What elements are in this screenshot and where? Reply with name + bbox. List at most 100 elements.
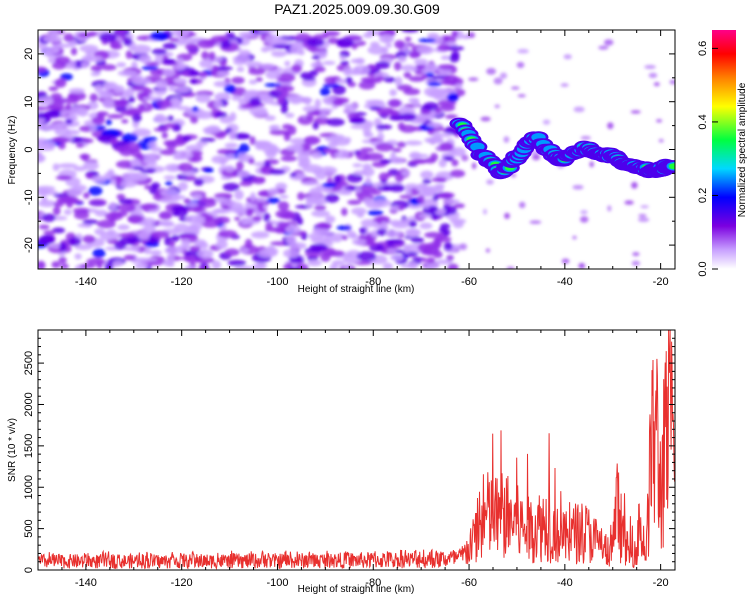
spectrogram-noise-blob xyxy=(110,137,119,145)
spectrogram-noise-blob xyxy=(282,212,295,220)
spectrogram-noise-blob xyxy=(132,166,144,171)
spectrogram-noise-blob xyxy=(437,192,455,199)
spectrogram-faint-blob xyxy=(542,119,551,125)
spectrogram-noise-blob xyxy=(52,206,61,216)
spectrogram-noise-blob xyxy=(148,141,158,149)
spectrogram-noise-blob xyxy=(206,197,216,203)
spectrogram-x-tick-label: -140 xyxy=(75,276,97,288)
spectrogram-noise-blob xyxy=(372,217,388,222)
spectrogram-faint-blob xyxy=(630,110,641,114)
spectrogram-noise-blob xyxy=(248,68,266,75)
spectrogram-noise-blob xyxy=(383,76,396,83)
spectrogram-noise-blob xyxy=(443,75,453,82)
spectrogram-noise-blob xyxy=(394,76,403,87)
spectrogram-noise-blob xyxy=(164,246,184,255)
spectrogram-noise-blob xyxy=(42,213,56,222)
spectrogram-noise-blob xyxy=(324,76,340,84)
spectrogram-noise-blob xyxy=(451,159,459,167)
spectrogram-noise-blob xyxy=(245,61,263,68)
spectrogram-noise-blob xyxy=(399,113,417,122)
spectrogram-noise-blob xyxy=(102,98,114,109)
spectrogram-noise-blob xyxy=(166,140,177,150)
spectrogram-faint-blob xyxy=(572,185,584,190)
spectrogram-noise-blob xyxy=(366,120,374,129)
spectrogram-noise-blob xyxy=(77,223,93,228)
spectrogram-noise-blob xyxy=(231,76,245,85)
spectrogram-noise-blob xyxy=(153,115,169,123)
spectrogram-noise-blob xyxy=(38,106,49,111)
spectrogram-noise-blob xyxy=(305,198,314,208)
spectrogram-noise-blob xyxy=(400,219,411,224)
spectrogram-noise-blob xyxy=(443,242,453,251)
spectrogram-noise-blob xyxy=(59,242,67,252)
spectrogram-noise-blob xyxy=(286,144,304,151)
spectrogram-x-label: Height of straight line (km) xyxy=(298,284,415,295)
spectrogram-faint-blob xyxy=(532,153,541,161)
spectrogram-noise-blob xyxy=(60,73,73,81)
spectrogram-noise-blob xyxy=(314,98,321,109)
spectrogram-noise-blob xyxy=(82,138,94,144)
spectrogram-noise-blob xyxy=(356,251,377,262)
spectrogram-noise-blob xyxy=(326,177,333,185)
spectrogram-noise-blob xyxy=(399,194,413,199)
spectrogram-noise-blob xyxy=(433,131,441,140)
spectrogram-noise-blob xyxy=(203,167,214,173)
spectrogram-noise-blob xyxy=(407,229,419,238)
spectrogram-noise-blob xyxy=(236,161,244,171)
spectrogram-noise-blob xyxy=(376,228,388,236)
spectrogram-noise-blob xyxy=(432,239,442,249)
spectrogram-noise-blob xyxy=(198,265,211,269)
spectrogram-noise-blob xyxy=(65,118,73,125)
spectrogram-noise-blob xyxy=(375,76,385,81)
spectrogram-noise-blob xyxy=(405,186,412,197)
spectrogram-noise-blob xyxy=(151,182,161,190)
spectrogram-noise-blob xyxy=(443,204,450,211)
spectrogram-noise-blob xyxy=(352,238,367,246)
spectrogram-noise-blob xyxy=(418,38,437,43)
spectrogram-noise-blob xyxy=(50,93,63,101)
spectrogram-noise-blob xyxy=(77,107,89,117)
spectrogram-noise-blob xyxy=(323,30,340,37)
spectrogram-noise-blob xyxy=(289,44,304,55)
spectrogram-noise-blob xyxy=(343,255,361,265)
spectrogram-faint-blob xyxy=(607,122,614,130)
snr-y-label: SNR (10 * v/v) xyxy=(7,418,18,482)
spectrogram-noise-blob xyxy=(102,82,114,90)
spectrogram-noise-blob xyxy=(211,260,222,269)
spectrogram-noise-blob xyxy=(191,193,203,200)
spectrogram-noise-blob xyxy=(360,147,375,153)
spectrogram-faint-blob xyxy=(486,179,494,185)
spectrogram-noise-blob xyxy=(319,112,327,119)
spectrogram-noise-blob xyxy=(388,99,402,108)
spectrogram-faint-blob xyxy=(471,162,477,170)
spectrogram-noise-blob xyxy=(380,221,388,230)
spectrogram-noise-blob xyxy=(410,153,429,158)
spectrogram-noise-blob xyxy=(409,159,429,164)
spectrogram-noise-blob xyxy=(51,261,61,269)
spectrogram-noise-blob xyxy=(313,34,329,40)
spectrogram-noise-blob xyxy=(40,234,55,245)
spectrogram-noise-blob xyxy=(60,263,69,269)
spectrogram-noise-blob xyxy=(82,219,99,225)
spectrogram-noise-blob xyxy=(53,201,64,208)
spectrogram-noise-blob xyxy=(155,80,168,90)
spectrogram-noise-blob xyxy=(54,127,71,137)
spectrogram-noise-blob xyxy=(342,190,353,196)
spectrogram-noise-blob xyxy=(426,122,442,128)
spectrogram-noise-blob xyxy=(404,140,423,146)
spectrogram-noise-blob xyxy=(214,208,226,214)
spectrogram-noise-blob xyxy=(214,66,233,71)
spectrogram-noise-blob xyxy=(369,241,378,247)
spectrogram-noise-blob xyxy=(48,102,65,110)
snr-x-tick-label: -140 xyxy=(75,577,97,589)
spectrogram-faint-blob xyxy=(461,154,469,162)
spectrogram-noise-blob xyxy=(228,130,237,141)
spectrogram-noise-blob xyxy=(313,116,331,125)
spectrogram-noise-blob xyxy=(211,65,219,75)
spectrogram-noise-blob xyxy=(329,263,339,269)
spectrogram-faint-blob xyxy=(482,208,488,215)
spectrogram-noise-blob xyxy=(420,170,434,180)
spectrogram-noise-blob xyxy=(339,55,346,60)
spectrogram-noise-blob xyxy=(82,161,99,171)
